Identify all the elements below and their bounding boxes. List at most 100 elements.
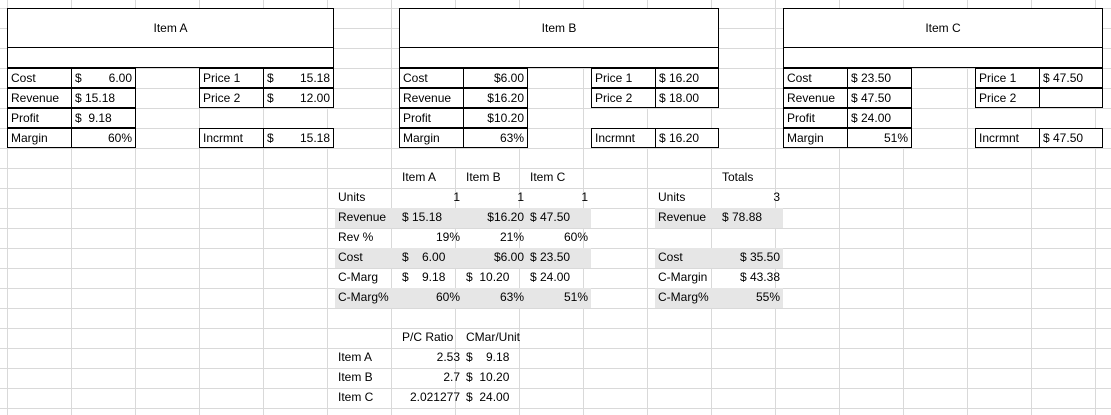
item-a-price1[interactable]: $15.18 bbox=[263, 68, 334, 88]
item-b-price1[interactable]: $ 16.20 bbox=[655, 68, 719, 88]
item-a-price1-label[interactable]: Price 1 bbox=[199, 68, 264, 88]
item-a-profit-label[interactable]: Profit bbox=[7, 108, 72, 128]
summary-cell-c[interactable]: 60% bbox=[563, 230, 588, 244]
summary-row-label[interactable]: Rev % bbox=[338, 230, 374, 244]
summary-row-label[interactable]: Revenue bbox=[338, 210, 387, 224]
summary-cell-b[interactable]: $6.00 bbox=[493, 250, 524, 264]
summary-row-label[interactable]: C-Marg bbox=[338, 270, 379, 284]
totals-value[interactable]: $ 78.88 bbox=[722, 210, 763, 224]
item-b-revenue-label[interactable]: Revenue bbox=[399, 88, 464, 108]
item-b-margin-label[interactable]: Margin bbox=[399, 128, 464, 148]
totals-label[interactable]: C-Marg% bbox=[658, 290, 709, 304]
summary-cell-c[interactable]: $ 24.00 bbox=[530, 270, 571, 284]
item-b-revenue[interactable]: $16.20 bbox=[463, 88, 528, 108]
item-a-price2[interactable]: $12.00 bbox=[263, 88, 334, 108]
item-c-price1[interactable]: $ 47.50 bbox=[1039, 68, 1103, 88]
item-b-cost[interactable]: $6.00 bbox=[463, 68, 528, 88]
currency-symbol: $ bbox=[267, 71, 274, 85]
summary-cell-a[interactable]: 60% bbox=[435, 290, 460, 304]
summary-header-item-a[interactable]: Item A bbox=[402, 170, 437, 184]
summary-cell-c[interactable]: 51% bbox=[563, 290, 588, 304]
item-c-subheader bbox=[783, 48, 1103, 68]
item-a-cost[interactable]: $6.00 bbox=[71, 68, 136, 88]
item-c-cost-label[interactable]: Cost bbox=[783, 68, 848, 88]
item-c-cost[interactable]: $ 23.50 bbox=[847, 68, 912, 88]
totals-label[interactable]: Revenue bbox=[658, 210, 707, 224]
item-a-revenue-label[interactable]: Revenue bbox=[7, 88, 72, 108]
item-a-incr[interactable]: $15.18 bbox=[263, 128, 334, 148]
item-b-price2[interactable]: $ 18.00 bbox=[655, 88, 719, 108]
summary-cell-c[interactable]: $ 47.50 bbox=[530, 210, 571, 224]
ratio-header-pc[interactable]: P/C Ratio bbox=[402, 330, 454, 344]
item-c-margin-label[interactable]: Margin bbox=[783, 128, 848, 148]
item-b-incr-label[interactable]: Incrmnt bbox=[591, 128, 656, 148]
item-c-revenue[interactable]: $ 47.50 bbox=[847, 88, 912, 108]
item-b-cost-label[interactable]: Cost bbox=[399, 68, 464, 88]
item-b-price1-label[interactable]: Price 1 bbox=[591, 68, 656, 88]
summary-cell-b[interactable]: 1 bbox=[517, 190, 524, 204]
summary-cell-c[interactable]: 1 bbox=[581, 190, 588, 204]
item-c-price2-label[interactable]: Price 2 bbox=[975, 88, 1040, 108]
item-a-cost-label[interactable]: Cost bbox=[7, 68, 72, 88]
summary-row-label[interactable]: Cost bbox=[338, 250, 363, 264]
ratio-row-label[interactable]: Item B bbox=[338, 370, 373, 384]
summary-header-item-c[interactable]: Item C bbox=[530, 170, 566, 184]
ratio-pc[interactable]: 2.021277 bbox=[409, 390, 460, 404]
ratio-cmu[interactable]: $ 10.20 bbox=[466, 370, 510, 384]
summary-header-item-b[interactable]: Item B bbox=[466, 170, 501, 184]
summary-row-label[interactable]: Units bbox=[338, 190, 366, 204]
item-b-profit[interactable]: $10.20 bbox=[463, 108, 528, 128]
item-c-title-box: Item C bbox=[783, 8, 1103, 48]
currency-symbol: $ bbox=[75, 111, 82, 125]
currency-symbol: $ bbox=[75, 71, 82, 85]
item-c-price1-label[interactable]: Price 1 bbox=[975, 68, 1040, 88]
item-a-profit[interactable]: $ 9.18 bbox=[71, 108, 136, 128]
summary-cell-a[interactable]: 1 bbox=[453, 190, 460, 204]
item-b-incr[interactable]: $ 16.20 bbox=[655, 128, 719, 148]
summary-cell-b[interactable]: $ 10.20 bbox=[466, 270, 510, 284]
item-c-incr-label[interactable]: Incrmnt bbox=[975, 128, 1040, 148]
item-b-price2-label[interactable]: Price 2 bbox=[591, 88, 656, 108]
item-c-incr[interactable]: $ 47.50 bbox=[1039, 128, 1103, 148]
summary-cell-a[interactable]: $ 6.00 bbox=[402, 250, 446, 264]
ratio-cmu[interactable]: $ 9.18 bbox=[466, 350, 510, 364]
totals-value[interactable]: 55% bbox=[755, 290, 780, 304]
totals-value[interactable]: $ 35.50 bbox=[739, 250, 780, 264]
item-c-profit-label[interactable]: Profit bbox=[783, 108, 848, 128]
totals-label[interactable]: C-Margin bbox=[658, 270, 708, 284]
summary-cell-b[interactable]: 63% bbox=[499, 290, 524, 304]
summary-cell-a[interactable]: 19% bbox=[435, 230, 460, 244]
value: 12.00 bbox=[299, 91, 330, 105]
summary-row-label[interactable]: C-Marg% bbox=[338, 290, 389, 304]
ratio-row-label[interactable]: Item A bbox=[338, 350, 373, 364]
item-c-revenue-label[interactable]: Revenue bbox=[783, 88, 848, 108]
item-a-margin-label[interactable]: Margin bbox=[7, 128, 72, 148]
item-c-title: Item C bbox=[925, 21, 961, 35]
item-c-profit[interactable]: $ 24.00 bbox=[847, 108, 912, 128]
totals-label[interactable]: Units bbox=[658, 190, 686, 204]
totals-label[interactable]: Cost bbox=[658, 250, 683, 264]
totals-value[interactable]: 3 bbox=[773, 190, 780, 204]
item-a-price2-label[interactable]: Price 2 bbox=[199, 88, 264, 108]
summary-cell-c[interactable]: $ 23.50 bbox=[530, 250, 571, 264]
summary-cell-a[interactable]: $ 15.18 bbox=[402, 210, 443, 224]
summary-cell-b[interactable]: 21% bbox=[499, 230, 524, 244]
item-a-revenue[interactable]: $ 15.18 bbox=[71, 88, 136, 108]
item-a-margin[interactable]: 60% bbox=[71, 128, 136, 148]
ratio-pc[interactable]: 2.7 bbox=[443, 370, 460, 384]
summary-header-totals[interactable]: Totals bbox=[722, 170, 754, 184]
item-a-incr-label[interactable]: Incrmnt bbox=[199, 128, 264, 148]
item-b-subheader bbox=[399, 48, 719, 68]
totals-value[interactable]: $ 43.38 bbox=[739, 270, 780, 284]
summary-cell-b[interactable]: $16.20 bbox=[487, 210, 524, 224]
ratio-header-cmu[interactable]: CMar/Unit bbox=[466, 330, 521, 344]
ratio-cmu[interactable]: $ 24.00 bbox=[466, 390, 510, 404]
item-c-price2[interactable] bbox=[1039, 88, 1103, 108]
summary-cell-a[interactable]: $ 9.18 bbox=[402, 270, 446, 284]
item-b-margin[interactable]: 63% bbox=[463, 128, 528, 148]
item-c-margin[interactable]: 51% bbox=[847, 128, 912, 148]
ratio-row-label[interactable]: Item C bbox=[338, 390, 374, 404]
item-b-profit-label[interactable]: Profit bbox=[399, 108, 464, 128]
item-b-title: Item B bbox=[541, 21, 577, 35]
ratio-pc[interactable]: 2.53 bbox=[436, 350, 460, 364]
